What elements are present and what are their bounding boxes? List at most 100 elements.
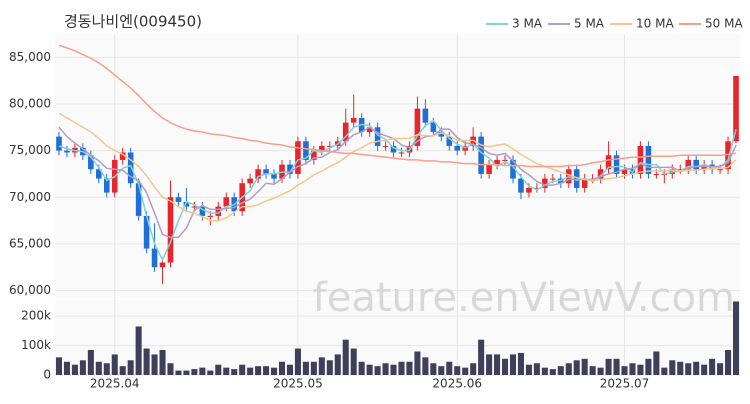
candle-body xyxy=(637,145,644,174)
candle-body xyxy=(64,150,70,153)
candle-body xyxy=(366,127,373,132)
x-tick-label: 2025.05 xyxy=(273,377,323,391)
candle-body xyxy=(56,136,62,151)
y-tick-label: 60,000 xyxy=(9,283,51,297)
x-tick-label: 2025.06 xyxy=(432,377,482,391)
candle-body xyxy=(677,169,684,171)
candle-body xyxy=(143,215,150,249)
candle-body xyxy=(725,141,731,170)
volume-bar xyxy=(358,361,365,375)
volume-bar xyxy=(406,361,413,375)
volume-bar xyxy=(294,348,301,375)
candle-body xyxy=(502,159,508,161)
watermark: feature.enViewV.com xyxy=(313,275,735,321)
volume-bar xyxy=(255,366,262,375)
volume-bar xyxy=(462,367,469,375)
volume-bar xyxy=(366,364,373,375)
y-tick-label: 200k xyxy=(21,309,51,323)
volume-bar xyxy=(278,361,286,375)
volume-bar xyxy=(103,363,110,375)
candle-body xyxy=(247,178,253,184)
candle-body xyxy=(159,262,166,268)
candle-body xyxy=(255,169,261,179)
ma-line xyxy=(58,119,737,262)
volume-bar xyxy=(167,363,174,375)
volume-bar xyxy=(693,361,700,375)
candle-body xyxy=(263,169,269,174)
candle-body xyxy=(621,169,628,174)
candle-body xyxy=(430,122,437,132)
volume-bar xyxy=(286,364,293,375)
volume-bar xyxy=(151,354,158,375)
x-tick-label: 2025.07 xyxy=(600,377,650,391)
volume-bar xyxy=(175,370,182,375)
volume-bar xyxy=(183,370,190,375)
volume-bar xyxy=(709,358,716,375)
candle-body xyxy=(645,145,652,174)
volume-bar xyxy=(669,360,676,375)
volume-bar xyxy=(470,363,477,375)
volume-bar xyxy=(159,350,166,375)
volume-bar xyxy=(653,351,660,375)
y-tick-label: 70,000 xyxy=(9,190,51,204)
volume-bar xyxy=(486,354,493,375)
candle-body xyxy=(151,248,158,268)
candle-body xyxy=(414,108,421,146)
y-tick-label: 65,000 xyxy=(9,236,51,250)
volume-bar xyxy=(637,364,644,375)
ma-line xyxy=(58,126,737,239)
legend-label: 50 MA xyxy=(705,17,743,31)
volume-bar xyxy=(71,364,78,375)
volume-bar xyxy=(677,361,684,375)
candle-body xyxy=(207,215,214,217)
volume-bar xyxy=(135,326,142,375)
volume-bar xyxy=(207,370,214,375)
volume-bar xyxy=(581,358,588,375)
volume-bar xyxy=(63,361,70,375)
volume-bar xyxy=(55,357,63,375)
volume-bar xyxy=(454,366,461,375)
candle-body xyxy=(271,173,277,179)
volume-bar xyxy=(565,363,572,375)
volume-bar xyxy=(239,364,246,375)
candle-body xyxy=(494,159,500,165)
candle-body xyxy=(303,141,309,160)
candle-body xyxy=(398,152,405,154)
y-tick-label: 0 xyxy=(43,368,51,382)
candle-body xyxy=(581,178,588,188)
candle-body xyxy=(191,206,198,208)
candle-body xyxy=(215,206,222,216)
volume-plot-area xyxy=(55,300,740,375)
candle-body xyxy=(438,131,445,137)
x-tick-label: 2025.04 xyxy=(90,377,140,391)
candle-body xyxy=(478,136,484,174)
volume-bar xyxy=(263,366,270,375)
candle-body xyxy=(295,141,301,174)
volume-bar xyxy=(589,366,596,375)
volume-bar xyxy=(430,363,437,375)
volume-bar xyxy=(446,361,453,375)
volume-bar xyxy=(502,358,509,375)
candle-body xyxy=(470,136,476,146)
volume-bar xyxy=(517,352,524,375)
volume-bar xyxy=(350,348,357,375)
volume-bar xyxy=(478,339,485,375)
volume-bar xyxy=(645,358,652,375)
volume-bar xyxy=(191,369,198,375)
volume-bar xyxy=(605,358,612,375)
candle-body xyxy=(685,159,692,170)
volume-bar xyxy=(390,364,397,375)
candle-body xyxy=(175,197,182,202)
candle-body xyxy=(454,145,461,151)
candle-body xyxy=(319,145,325,151)
volume-bar xyxy=(87,350,94,375)
candle-body xyxy=(573,169,580,188)
volume-bar xyxy=(342,339,349,375)
volume-bar xyxy=(223,367,230,375)
candle-body xyxy=(693,159,699,170)
volume-bar xyxy=(732,301,740,375)
volume-bar xyxy=(629,363,636,375)
volume-bar xyxy=(717,363,724,375)
volume-bar xyxy=(438,366,445,375)
